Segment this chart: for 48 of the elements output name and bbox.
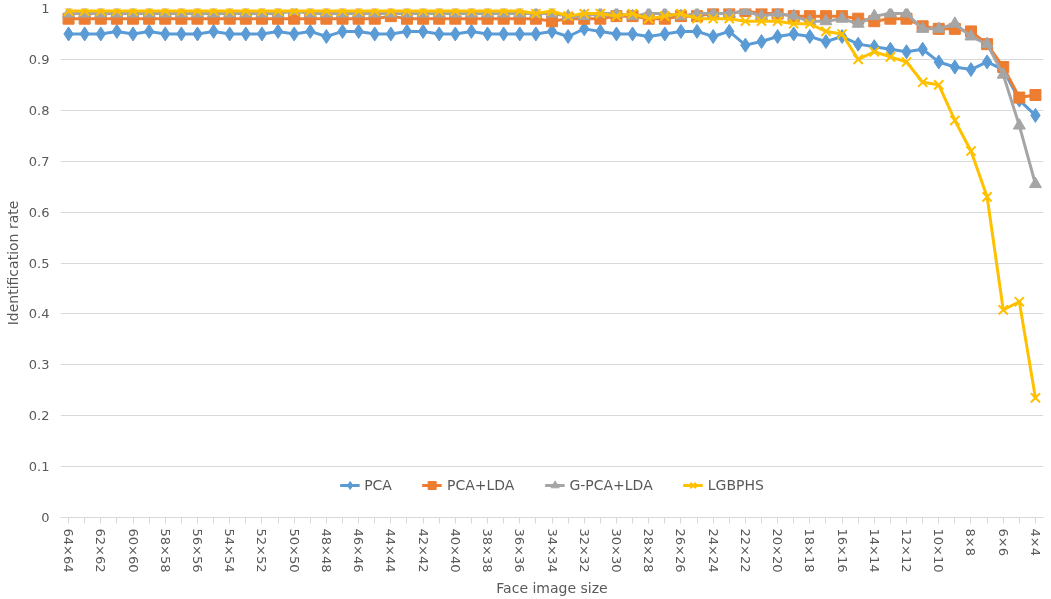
x-tick-label: 40×40 <box>447 528 463 573</box>
y-tick-label: 0.3 <box>28 357 50 373</box>
y-tick-label: 0.5 <box>28 255 50 271</box>
x-tick-label: 22×22 <box>737 528 753 573</box>
x-tick-label: 64×64 <box>61 528 77 573</box>
x-tick-label: 50×50 <box>286 528 302 573</box>
x-tick-label: 30×30 <box>608 528 624 573</box>
x-tick-label: 56×56 <box>189 528 205 573</box>
x-tick-label: 32×32 <box>576 528 592 573</box>
legend-label: PCA <box>364 477 392 493</box>
x-tick-label: 44×44 <box>383 528 399 573</box>
legend-label: PCA+LDA <box>446 477 515 493</box>
x-tick-label: 8×8 <box>963 528 979 556</box>
legend-label: G-PCA+LDA <box>569 477 653 493</box>
y-axis-title: Identification rate <box>4 200 21 326</box>
y-tick-label: 0.1 <box>28 459 50 475</box>
y-tick-label: 0.4 <box>28 306 50 322</box>
y-tick-label: 1 <box>41 1 50 16</box>
x-tick-label: 24×24 <box>705 528 721 573</box>
x-tick-label: 12×12 <box>899 528 915 573</box>
x-tick-label: 18×18 <box>802 528 818 573</box>
x-tick-label: 4×4 <box>1027 528 1043 556</box>
y-tick-label: 0.8 <box>28 102 50 118</box>
x-tick-label: 6×6 <box>995 528 1011 556</box>
x-tick-label: 14×14 <box>866 528 882 573</box>
y-tick-label: 0.6 <box>28 204 50 220</box>
x-tick-label: 54×54 <box>222 528 238 573</box>
y-tick-label: 0.7 <box>28 153 50 169</box>
y-tick-label: 0.2 <box>28 408 50 424</box>
x-tick-label: 36×36 <box>512 528 528 573</box>
x-tick-label: 42×42 <box>415 528 431 573</box>
x-tick-label: 38×38 <box>480 528 496 573</box>
x-tick-label: 20×20 <box>770 528 786 573</box>
x-tick-label: 26×26 <box>673 528 689 573</box>
x-tick-label: 52×52 <box>254 528 270 573</box>
x-tick-label: 60×60 <box>125 528 141 573</box>
y-tick-label: 0.9 <box>28 51 50 67</box>
legend-label: LGBPHS <box>707 477 764 493</box>
x-tick-label: 62×62 <box>93 528 109 573</box>
x-tick-label: 10×10 <box>931 528 947 573</box>
x-tick-label: 28×28 <box>641 528 657 573</box>
y-tick-label: 0 <box>41 510 50 525</box>
x-tick-label: 48×48 <box>318 528 334 573</box>
x-tick-label: 46×46 <box>351 528 367 573</box>
x-tick-label: 34×34 <box>544 528 560 573</box>
x-tick-label: 16×16 <box>834 528 850 573</box>
x-axis-title: Face image size <box>496 580 608 597</box>
x-tick-label: 58×58 <box>157 528 173 573</box>
